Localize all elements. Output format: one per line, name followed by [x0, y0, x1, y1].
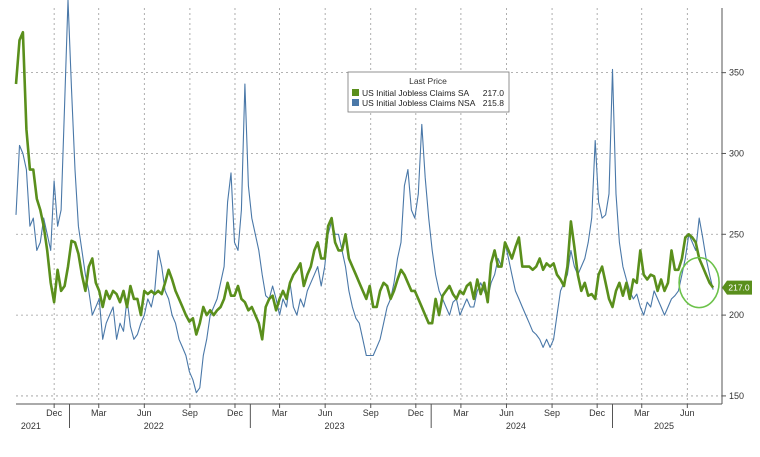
x-year-label: 2023: [325, 421, 345, 431]
x-month-label: Dec: [46, 408, 63, 418]
x-month-label: Dec: [408, 408, 425, 418]
legend-swatch-nsa: [352, 99, 359, 106]
x-year-label: 2025: [654, 421, 674, 431]
x-month-label: Sep: [182, 408, 198, 418]
x-month-label: Jun: [499, 408, 514, 418]
axes: 150 200 250 300 350 Dec Mar Jun Sep Dec Mar Jun Sep D…: [16, 8, 744, 431]
x-month-label: Dec: [227, 408, 244, 418]
last-value-tag: 217.0: [722, 280, 752, 295]
series-line-sa: [14, 30, 715, 341]
x-year-label: 2021: [21, 421, 41, 431]
x-month-label: Mar: [634, 408, 650, 418]
x-year-label: 2022: [144, 421, 164, 431]
x-month-label: Dec: [589, 408, 606, 418]
x-month-label: Mar: [453, 408, 469, 418]
x-year-label: 2024: [506, 421, 526, 431]
highlight-circle: [678, 256, 720, 309]
legend-label-sa: US Initial Jobless Claims SA: [362, 88, 470, 98]
x-month-label: Mar: [272, 408, 288, 418]
last-value-tag-text: 217.0: [728, 283, 750, 293]
last-value-highlight: [678, 256, 720, 309]
y-tick-label: 200: [729, 310, 744, 320]
legend-box: [347, 71, 510, 113]
legend-value-sa: 217.0: [483, 88, 505, 98]
legend: Last Price US Initial Jobless Claims SA …: [347, 71, 510, 113]
x-month-label: Sep: [363, 408, 379, 418]
series-line-nsa: [15, 0, 714, 394]
x-month-label: Jun: [318, 408, 333, 418]
x-month-label: Sep: [544, 408, 560, 418]
series-lines: [14, 0, 715, 394]
x-month-label: Jun: [137, 408, 152, 418]
last-value-tag-shape: [722, 280, 752, 295]
y-tick-label: 350: [729, 68, 744, 78]
grid: [16, 8, 722, 404]
legend-title: Last Price: [409, 76, 447, 86]
y-tick-label: 250: [729, 229, 744, 239]
y-tick-label: 300: [729, 148, 744, 158]
legend-label-nsa: US Initial Jobless Claims NSA: [362, 98, 476, 108]
x-month-label: Mar: [91, 408, 107, 418]
legend-swatch-sa: [352, 89, 359, 96]
y-tick-label: 150: [729, 391, 744, 401]
x-month-label: Jun: [680, 408, 695, 418]
legend-value-nsa: 215.8: [483, 98, 505, 108]
